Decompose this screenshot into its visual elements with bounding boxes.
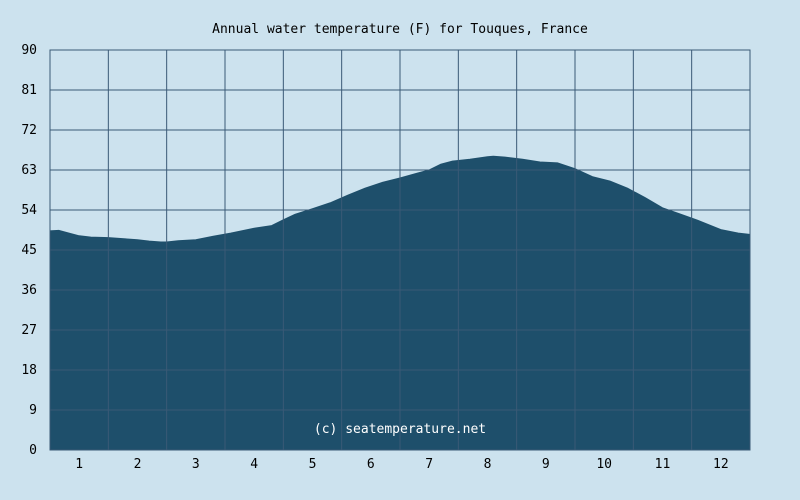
y-tick-label: 81 (21, 83, 37, 98)
x-tick-label: 10 (596, 457, 612, 472)
x-tick-label: 6 (367, 457, 375, 472)
y-tick-label: 45 (21, 243, 37, 258)
x-tick-label: 1 (75, 457, 83, 472)
x-tick-label: 12 (713, 457, 729, 472)
x-tick-label: 2 (134, 457, 142, 472)
x-tick-label: 5 (309, 457, 317, 472)
x-tick-label: 11 (655, 457, 671, 472)
y-tick-label: 18 (21, 363, 37, 378)
y-tick-label: 0 (29, 443, 37, 458)
y-axis-ticks: 0 9 18 27 36 45 54 63 72 81 90 (21, 43, 37, 458)
y-tick-label: 9 (29, 403, 37, 418)
y-tick-label: 27 (21, 323, 37, 338)
x-tick-label: 7 (425, 457, 433, 472)
chart-title: Annual water temperature (F) for Touques… (212, 22, 588, 37)
y-tick-label: 36 (21, 283, 37, 298)
grid-lines (49, 49, 751, 451)
y-tick-label: 72 (21, 123, 37, 138)
y-tick-label: 54 (21, 203, 37, 218)
x-tick-label: 9 (542, 457, 550, 472)
watermark: (c) seatemperature.net (314, 422, 486, 437)
x-tick-label: 8 (484, 457, 492, 472)
y-tick-label: 90 (21, 43, 37, 58)
x-tick-label: 3 (192, 457, 200, 472)
x-tick-label: 4 (250, 457, 258, 472)
x-axis-ticks: 1 2 3 4 5 6 7 8 9 10 11 12 (75, 457, 728, 472)
y-tick-label: 63 (21, 163, 37, 178)
plot-border (49, 49, 751, 451)
